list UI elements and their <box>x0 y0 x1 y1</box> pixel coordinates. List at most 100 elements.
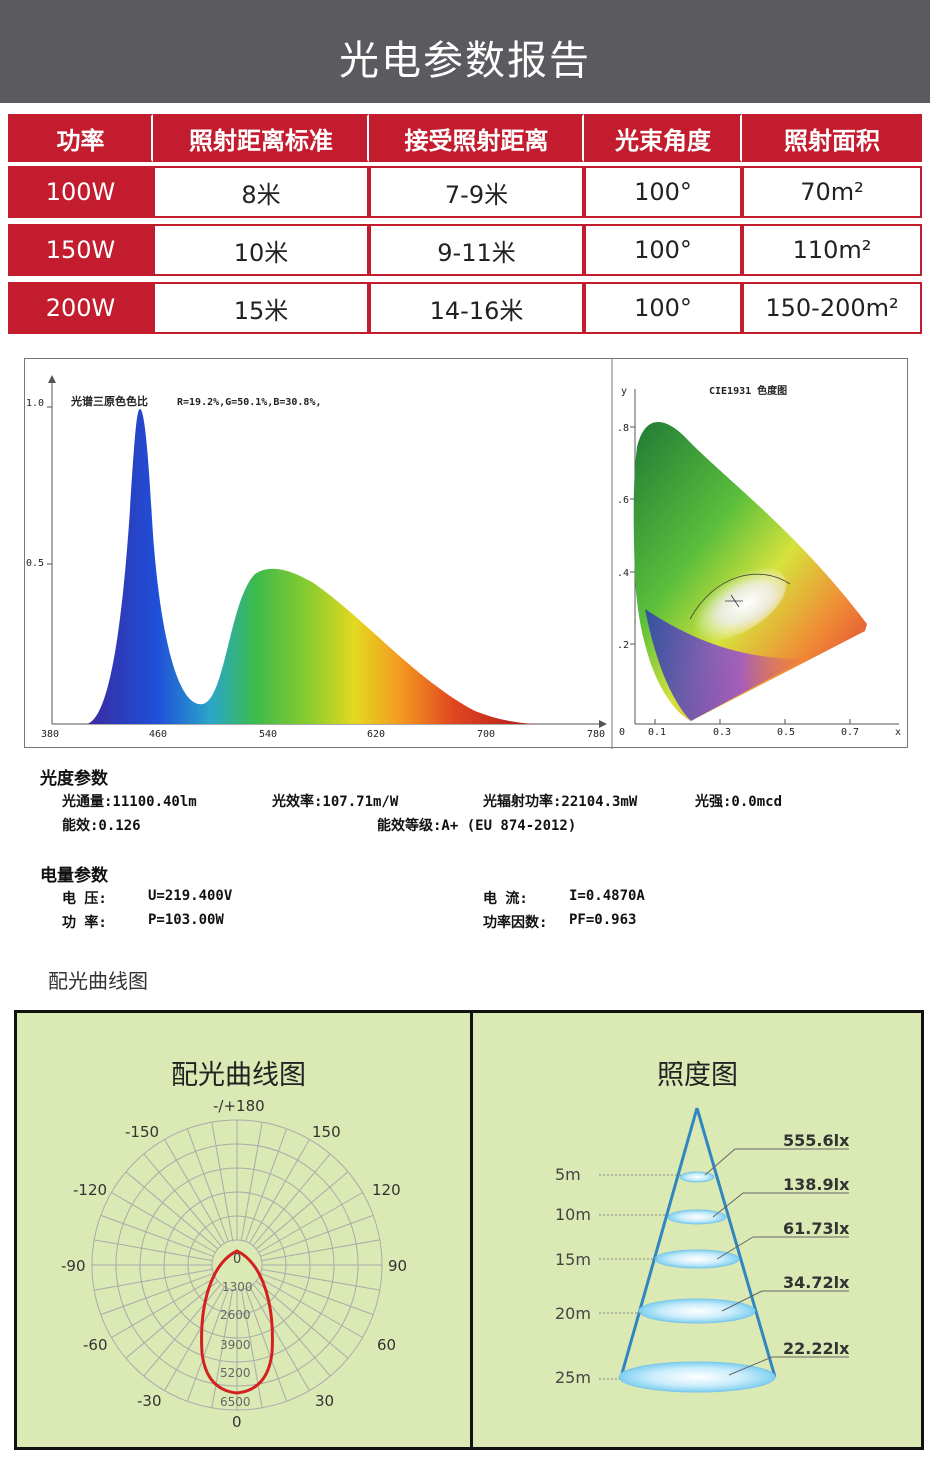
panel-divider <box>470 1013 473 1447</box>
polar-grid-spoke <box>111 1277 216 1338</box>
polar-grid-spoke <box>143 1153 222 1247</box>
distribution-graphics: -/+180 -150 150 -120 120 -90 90 -60 60 -… <box>61 1097 850 1431</box>
polar-radial-label: 5200 <box>220 1366 251 1380</box>
polar-angle-label: 150 <box>312 1123 341 1141</box>
lux-label: 138.9lx <box>783 1175 850 1194</box>
polar-grid-spoke <box>186 1128 229 1242</box>
spectrum-xtick: 380 <box>41 729 59 740</box>
cie-xtick: 0 <box>619 727 625 738</box>
polar-grid-spoke <box>255 1171 349 1250</box>
polar-grid-spoke <box>252 1153 331 1247</box>
cie-xtick: 0.3 <box>713 727 731 738</box>
polar-grid-spoke <box>164 1139 225 1244</box>
radiant-power: 光辐射功率:22104.3mW <box>483 794 638 810</box>
polar-grid-spoke <box>245 1288 288 1402</box>
spectrum-ratio-value: R=19.2%,G=50.1%,B=30.8%, <box>177 397 322 408</box>
energy-efficiency: 能效:0.126 <box>62 818 141 834</box>
power-label: 功 率: <box>62 915 107 931</box>
polar-grid-spoke <box>260 1214 374 1257</box>
row-area: 70m² <box>742 166 922 218</box>
polar-grid-spoke <box>249 1286 310 1391</box>
polar-grid-spoke <box>252 1283 331 1377</box>
polar-grid-spoke <box>258 1192 363 1253</box>
polar-grid-spoke <box>164 1286 225 1391</box>
spectrum-ytick: 0.5 <box>26 558 44 569</box>
luminous-flux: 光通量:11100.40lm <box>62 794 197 810</box>
distribution-panels: 配光曲线图 照度图 -/+180 -150 150 -120 120 -90 9… <box>14 1010 924 1450</box>
polar-angle-label: -150 <box>125 1123 159 1141</box>
luminous-intensity: 光强:0.0mcd <box>695 794 783 810</box>
polar-radial-label: 0 <box>233 1252 241 1267</box>
lux-label: 22.22lx <box>783 1339 850 1358</box>
cie-y-axis: y <box>621 386 627 397</box>
power-factor-value: PF=0.963 <box>569 912 637 928</box>
illuminance-cone <box>618 1107 777 1393</box>
spectrum-xtick: 700 <box>477 729 495 740</box>
current-value: I=0.4870A <box>569 888 645 904</box>
cie-title: CIE1931 色度图 <box>709 384 787 397</box>
row-area: 150-200m² <box>742 282 922 334</box>
polar-grid-spoke <box>211 1122 234 1241</box>
polar-grid-spoke <box>245 1128 288 1242</box>
polar-angle-label: -/+180 <box>213 1097 265 1115</box>
row-standard: 15米 <box>153 282 369 334</box>
row-range: 9-11米 <box>369 224 584 276</box>
lux-label: 555.6lx <box>783 1131 850 1150</box>
header-power: 功率 <box>8 114 153 162</box>
row-angle: 100° <box>584 166 742 218</box>
cie-xtick: 0.5 <box>777 727 795 738</box>
header-accept-distance: 接受照射距离 <box>369 114 584 162</box>
cie-ytick: .6 <box>617 495 629 506</box>
header-beam-angle: 光束角度 <box>584 114 742 162</box>
polar-angle-label: -90 <box>61 1257 86 1275</box>
illuminance-panel-title: 照度图 <box>657 1060 738 1091</box>
polar-angle-label: 60 <box>377 1336 396 1354</box>
polar-angle-label: 120 <box>372 1181 401 1199</box>
polar-grid-spoke <box>125 1171 219 1250</box>
table-row: 200W 15米 14-16米 100° 150-200m² <box>8 282 922 334</box>
electrical-title: 电量参数 <box>40 866 108 886</box>
spectrum-xtick: 620 <box>367 729 385 740</box>
polar-grid-spoke <box>258 1277 363 1338</box>
polar-angle-label: -120 <box>73 1181 107 1199</box>
cie-ytick: .8 <box>617 423 629 434</box>
spectrum-ytick: 1.0 <box>26 398 44 409</box>
spec-table-header: 功率 照射距离标准 接受照射距离 光束角度 照射面积 <box>8 114 922 162</box>
polar-grid-spoke <box>100 1273 214 1316</box>
header-area: 照射面积 <box>742 114 922 162</box>
lux-label: 34.72lx <box>783 1273 850 1292</box>
polar-grid-spoke <box>125 1280 219 1359</box>
row-standard: 10米 <box>153 224 369 276</box>
polar-panel-title: 配光曲线图 <box>171 1060 306 1091</box>
spectrum-xtick: 460 <box>149 729 167 740</box>
distance-label: 5m <box>555 1165 581 1184</box>
luminous-efficacy: 光效率:107.71m/W <box>272 794 399 810</box>
polar-radial-label: 1300 <box>222 1280 253 1294</box>
light-curve-heading: 配光曲线图 <box>48 969 148 993</box>
distance-label: 15m <box>555 1250 591 1269</box>
polar-radial-label: 6500 <box>220 1395 251 1409</box>
polar-grid-spoke <box>186 1288 229 1402</box>
photometric-title: 光度参数 <box>40 769 108 789</box>
header-standard-distance: 照射距离标准 <box>153 114 369 162</box>
spectrum-panel: 1.0 0.5 光谱三原色色比 R=19.2%,G=50.1%,B=30.8%,… <box>24 358 908 749</box>
row-range: 14-16米 <box>369 282 584 334</box>
row-angle: 100° <box>584 224 742 276</box>
table-row: 100W 8米 7-9米 100° 70m² <box>8 166 922 218</box>
row-power: 200W <box>8 282 153 334</box>
distance-label: 25m <box>555 1368 591 1387</box>
report-header: 光电参数报告 <box>0 0 930 103</box>
spectrum-xtick: 540 <box>259 729 277 740</box>
polar-grid-spoke <box>261 1239 380 1262</box>
report-title: 光电参数报告 <box>339 38 591 84</box>
polar-radial-label: 2600 <box>220 1308 251 1322</box>
table-row: 150W 10米 9-11米 100° 110m² <box>8 224 922 276</box>
polar-grid-spoke <box>211 1289 234 1408</box>
spectrum-xtick: 780 <box>587 729 605 740</box>
cie-xtick: 0.1 <box>648 727 666 738</box>
polar-grid-spoke <box>249 1139 310 1244</box>
polar-grid-spoke <box>94 1239 213 1262</box>
polar-grid-spoke <box>240 1289 263 1408</box>
polar-grid-spoke <box>94 1268 213 1291</box>
row-power: 150W <box>8 224 153 276</box>
